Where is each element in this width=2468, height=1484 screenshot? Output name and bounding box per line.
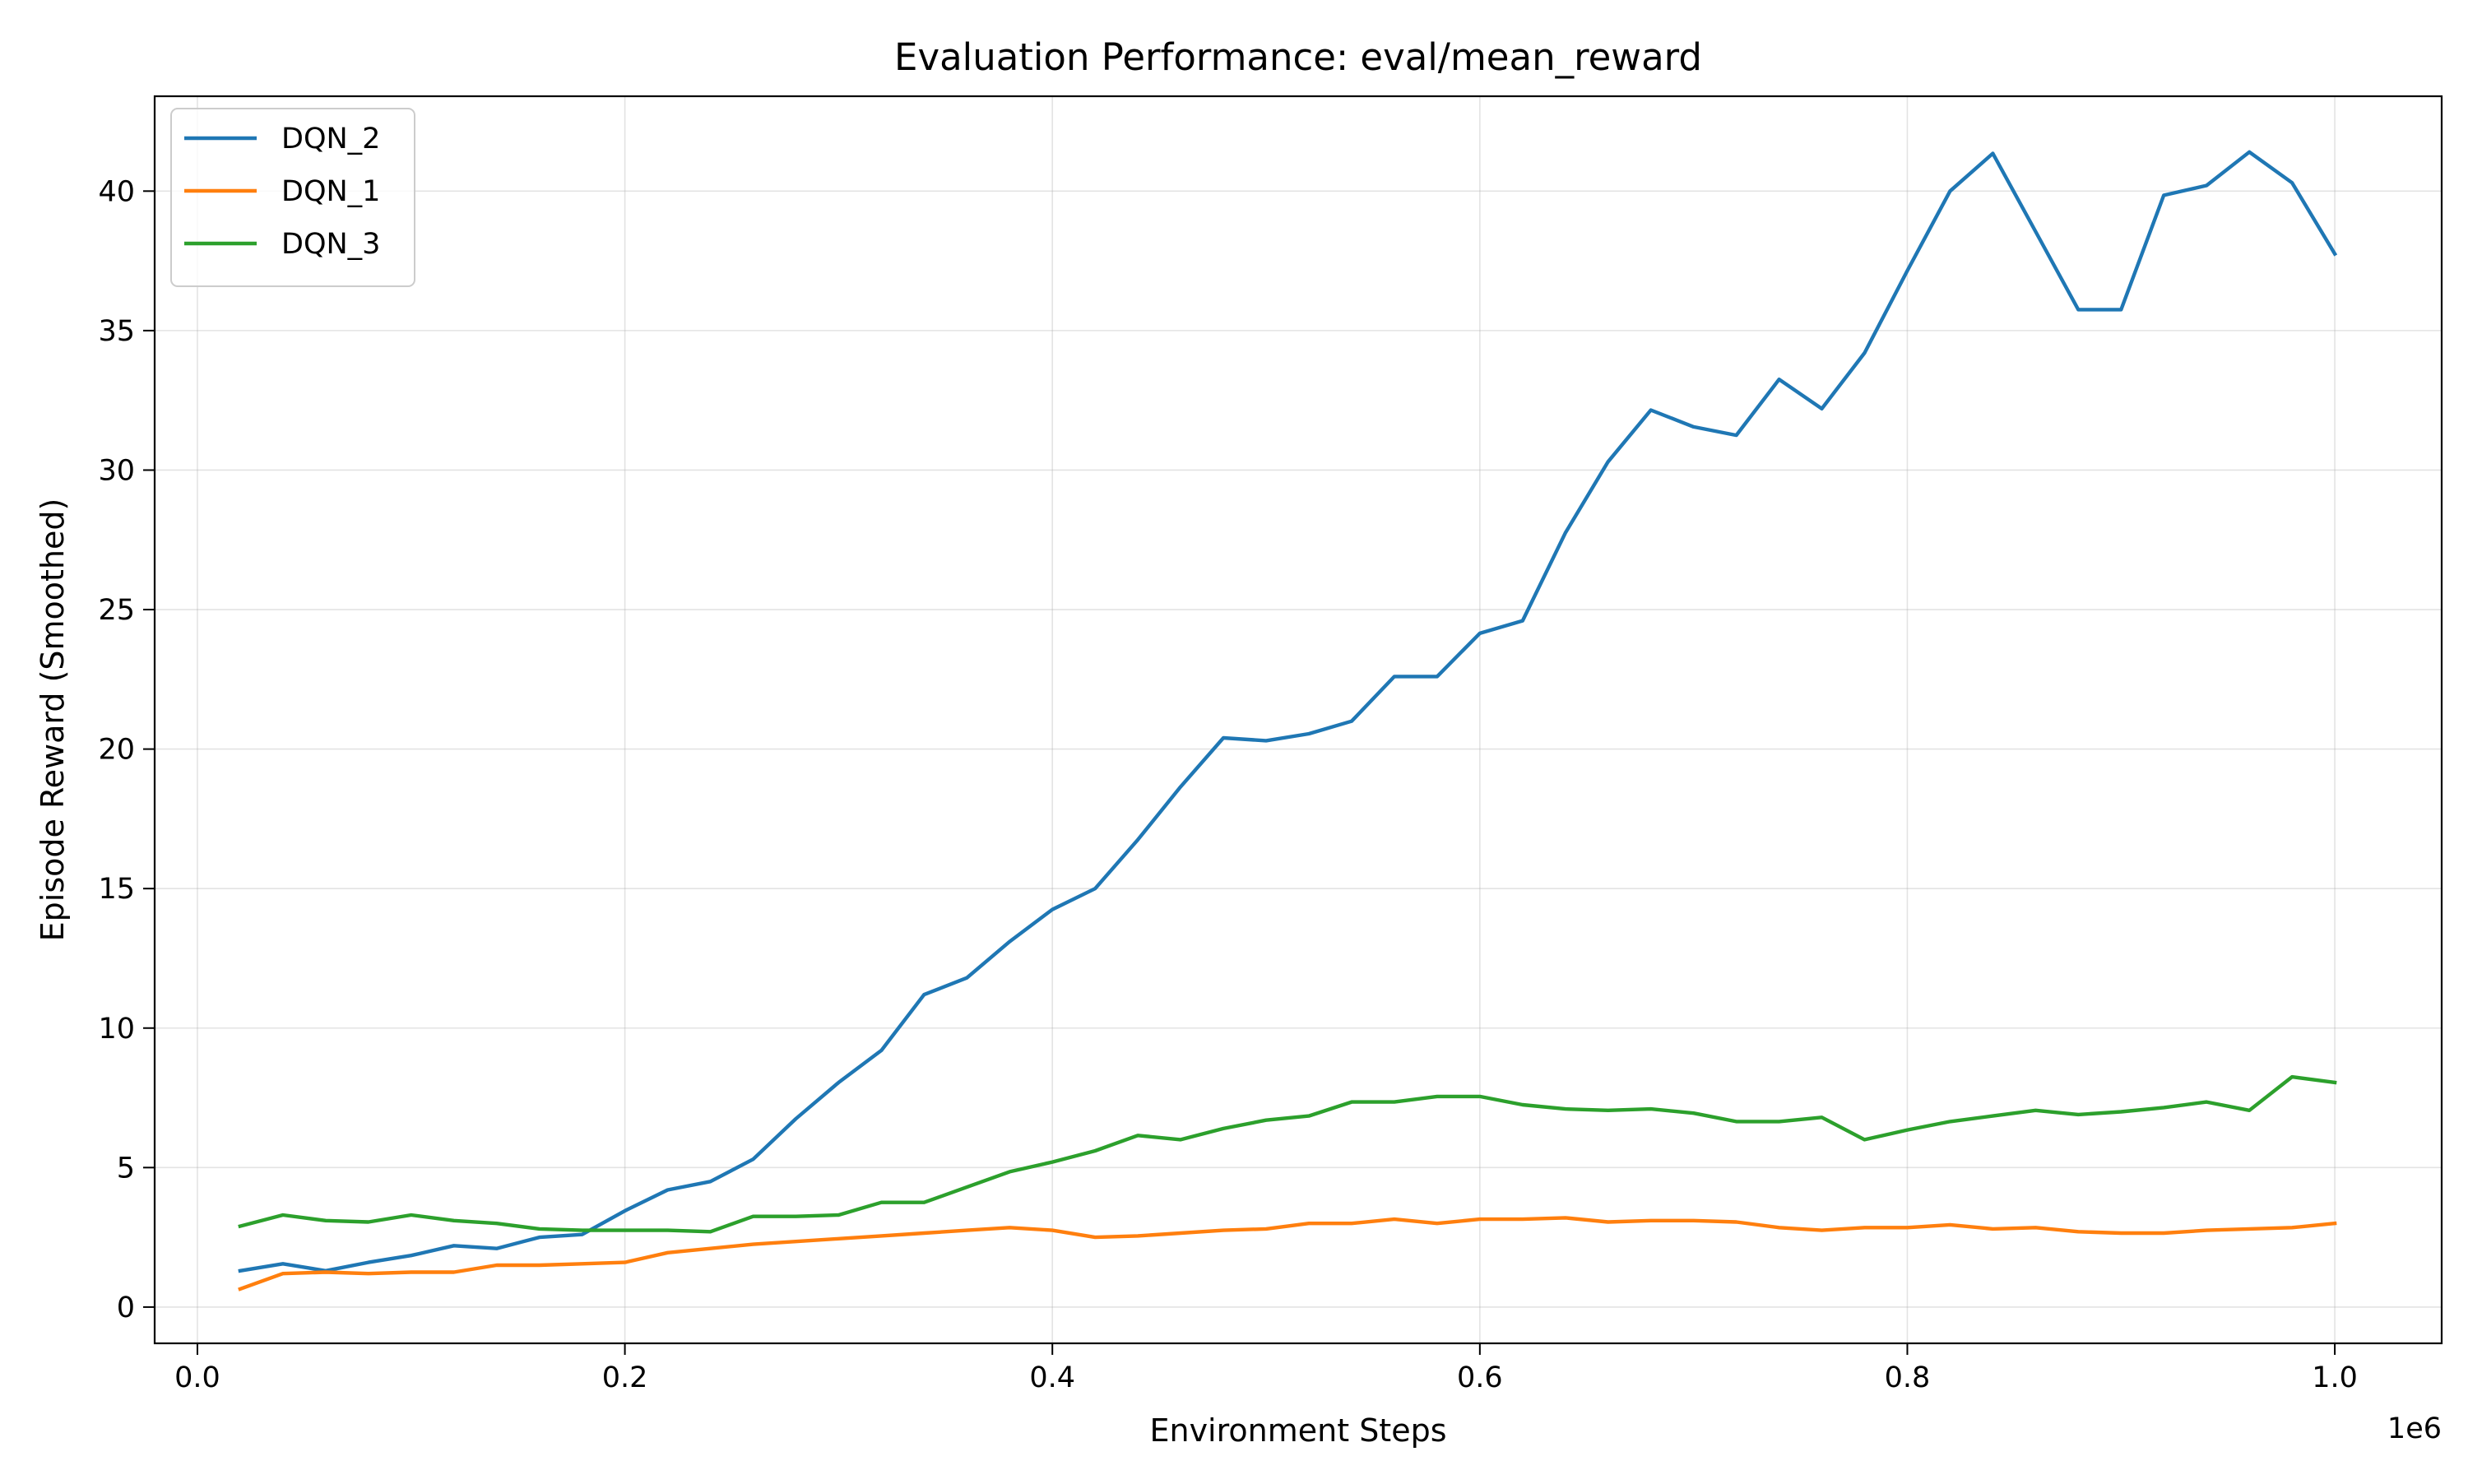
x-tick-label: 0.2 xyxy=(602,1361,648,1394)
y-tick-label: 5 xyxy=(117,1152,135,1185)
legend-label: DQN_2 xyxy=(281,123,380,155)
y-tick-label: 0 xyxy=(117,1292,135,1324)
legend: DQN_2 DQN_1 DQN_3 xyxy=(170,108,415,287)
series-line-dqn-1 xyxy=(238,1216,2337,1292)
legend-label: DQN_3 xyxy=(281,228,380,261)
x-tick-label: 0.8 xyxy=(1885,1361,1931,1394)
axis-ticks: 0.0 0.2 0.4 0.6 0.8 1.0 0 5 10 15 20 25 30 35 40 xyxy=(98,175,2357,1394)
y-tick-label: 20 xyxy=(98,734,135,767)
x-tick-label: 0.6 xyxy=(1457,1361,1503,1394)
y-tick-label: 10 xyxy=(98,1013,135,1046)
chart-title: Evaluation Performance: eval/mean_reward xyxy=(894,35,1702,79)
x-axis-title: Environment Steps xyxy=(1149,1412,1446,1449)
y-tick-label: 35 xyxy=(98,315,135,348)
x-axis-offset-label: 1e6 xyxy=(2387,1412,2442,1445)
grid xyxy=(155,96,2442,1343)
legend-label: DQN_1 xyxy=(281,175,380,208)
series-lines xyxy=(238,150,2338,1292)
plot-frame xyxy=(153,95,2443,1345)
y-tick-label: 40 xyxy=(98,175,135,208)
y-tick-label: 30 xyxy=(98,454,135,487)
x-tick-label: 1.0 xyxy=(2312,1361,2358,1394)
y-tick-label: 15 xyxy=(98,873,135,906)
x-tick-label: 0.4 xyxy=(1029,1361,1075,1394)
series-line-dqn-3 xyxy=(238,1074,2337,1234)
y-axis-title: Episode Reward (Smoothed) xyxy=(35,499,71,942)
y-tick-label: 25 xyxy=(98,594,135,627)
x-tick-label: 0.0 xyxy=(174,1361,220,1394)
